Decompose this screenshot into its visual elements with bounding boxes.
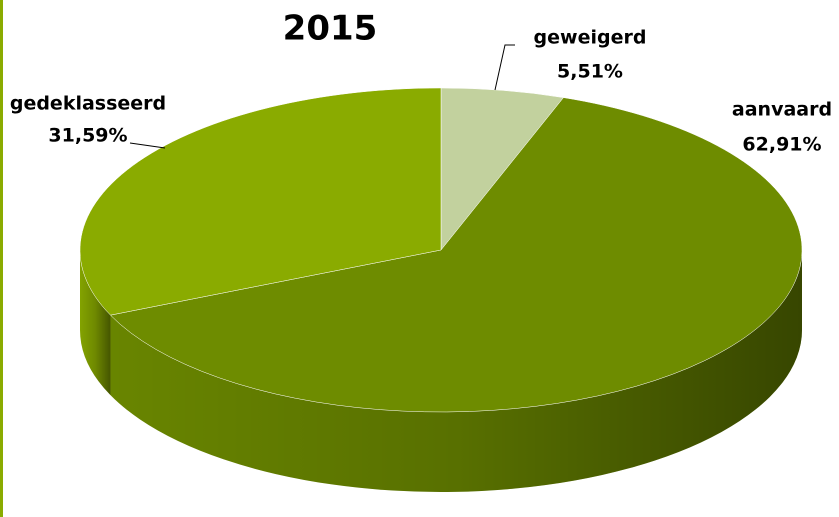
category-label: aanvaard <box>732 99 832 121</box>
category-label: gedeklasseerd <box>10 93 166 115</box>
chart-title: 2015 <box>283 9 378 49</box>
slice-side-shade <box>110 250 803 492</box>
value-label: 5,51% <box>557 61 623 83</box>
slice <box>109 97 803 413</box>
leader-line <box>129 142 166 149</box>
value-label: 31,59% <box>48 125 127 147</box>
value-label: 62,91% <box>742 134 821 156</box>
slice <box>79 87 442 316</box>
category-label: geweigerd <box>534 27 647 49</box>
slice-side-shade <box>80 250 111 396</box>
left-border <box>0 0 3 517</box>
leader-line <box>494 44 515 91</box>
